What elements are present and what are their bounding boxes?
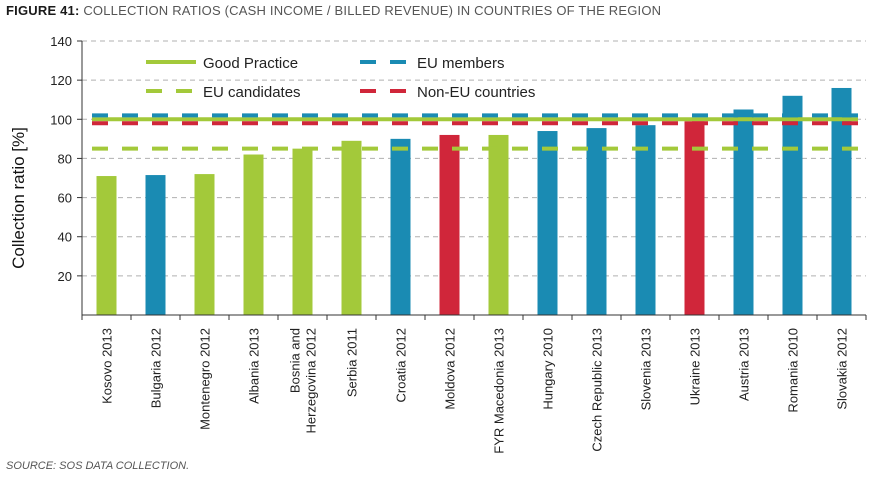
bar xyxy=(782,95,803,315)
figure-number: FIGURE 41: xyxy=(6,3,80,18)
legend: Good Practice EU members EU candidates Non-… xyxy=(146,55,535,101)
y-tick-label: 40 xyxy=(58,230,72,245)
y-tick-label: 20 xyxy=(58,269,72,284)
y-tick-label: 100 xyxy=(50,112,72,127)
bar xyxy=(586,128,607,315)
bar xyxy=(96,176,117,315)
x-tick-label: Romania 2010 xyxy=(786,328,801,413)
y-tick-label: 140 xyxy=(50,34,72,49)
bar xyxy=(145,175,166,315)
x-tick-label: Ukraine 2013 xyxy=(688,328,703,405)
x-tick-label: Slovenia 2013 xyxy=(639,328,654,410)
y-tick-label: 60 xyxy=(58,191,72,206)
x-tick-label: Serbia 2011 xyxy=(345,328,360,397)
figure-title-text: COLLECTION RATIOS (CASH INCOME / BILLED … xyxy=(83,3,662,18)
x-tick-label: Bosnia and xyxy=(288,328,303,393)
x-tick-label: Herzegovina 2012 xyxy=(304,328,319,434)
bar xyxy=(831,87,852,315)
bar xyxy=(733,109,754,315)
x-tick-label: Croatia 2012 xyxy=(394,328,409,402)
x-tick-label: Hungary 2010 xyxy=(541,328,556,410)
x-tick-label: Moldova 2012 xyxy=(443,328,458,410)
x-tick-label: Czech Republic 2013 xyxy=(590,328,605,452)
figure-title: FIGURE 41: COLLECTION RATIOS (CASH INCOM… xyxy=(6,3,661,18)
legend-label: EU members xyxy=(417,55,505,72)
y-axis-label: Collection ratio [%] xyxy=(9,127,28,269)
bar xyxy=(292,148,313,315)
bar xyxy=(439,134,460,315)
x-tick-label: Slovakia 2012 xyxy=(835,328,850,410)
y-tick-label: 80 xyxy=(58,151,72,166)
bar xyxy=(635,125,656,316)
legend-label: Good Practice xyxy=(203,55,298,72)
x-tick-label: Austria 2013 xyxy=(737,328,752,401)
reference-lines xyxy=(92,113,858,151)
y-tick-label: 120 xyxy=(50,73,72,88)
bar xyxy=(684,121,705,315)
axes: 20 40 60 80 100 120 140 Kosovo 2013 Bulgaria 201… xyxy=(50,34,867,454)
bars xyxy=(96,87,852,316)
legend-label: EU candidates xyxy=(203,84,301,101)
bar xyxy=(390,138,411,315)
bar xyxy=(488,134,509,315)
x-tick-label: Montenegro 2012 xyxy=(198,328,213,430)
x-tick-label: FYR Macedonia 2013 xyxy=(492,328,507,454)
x-tick-label: Albania 2013 xyxy=(247,328,262,404)
source-note: SOURCE: SOS DATA COLLECTION. xyxy=(6,460,190,472)
bar xyxy=(537,131,558,315)
bar xyxy=(194,174,215,315)
x-tick-label: Bulgaria 2012 xyxy=(149,328,164,408)
x-tick-label: Kosovo 2013 xyxy=(100,328,115,404)
bar xyxy=(341,140,362,315)
legend-label: Non-EU countries xyxy=(417,84,535,101)
bar xyxy=(243,154,264,315)
